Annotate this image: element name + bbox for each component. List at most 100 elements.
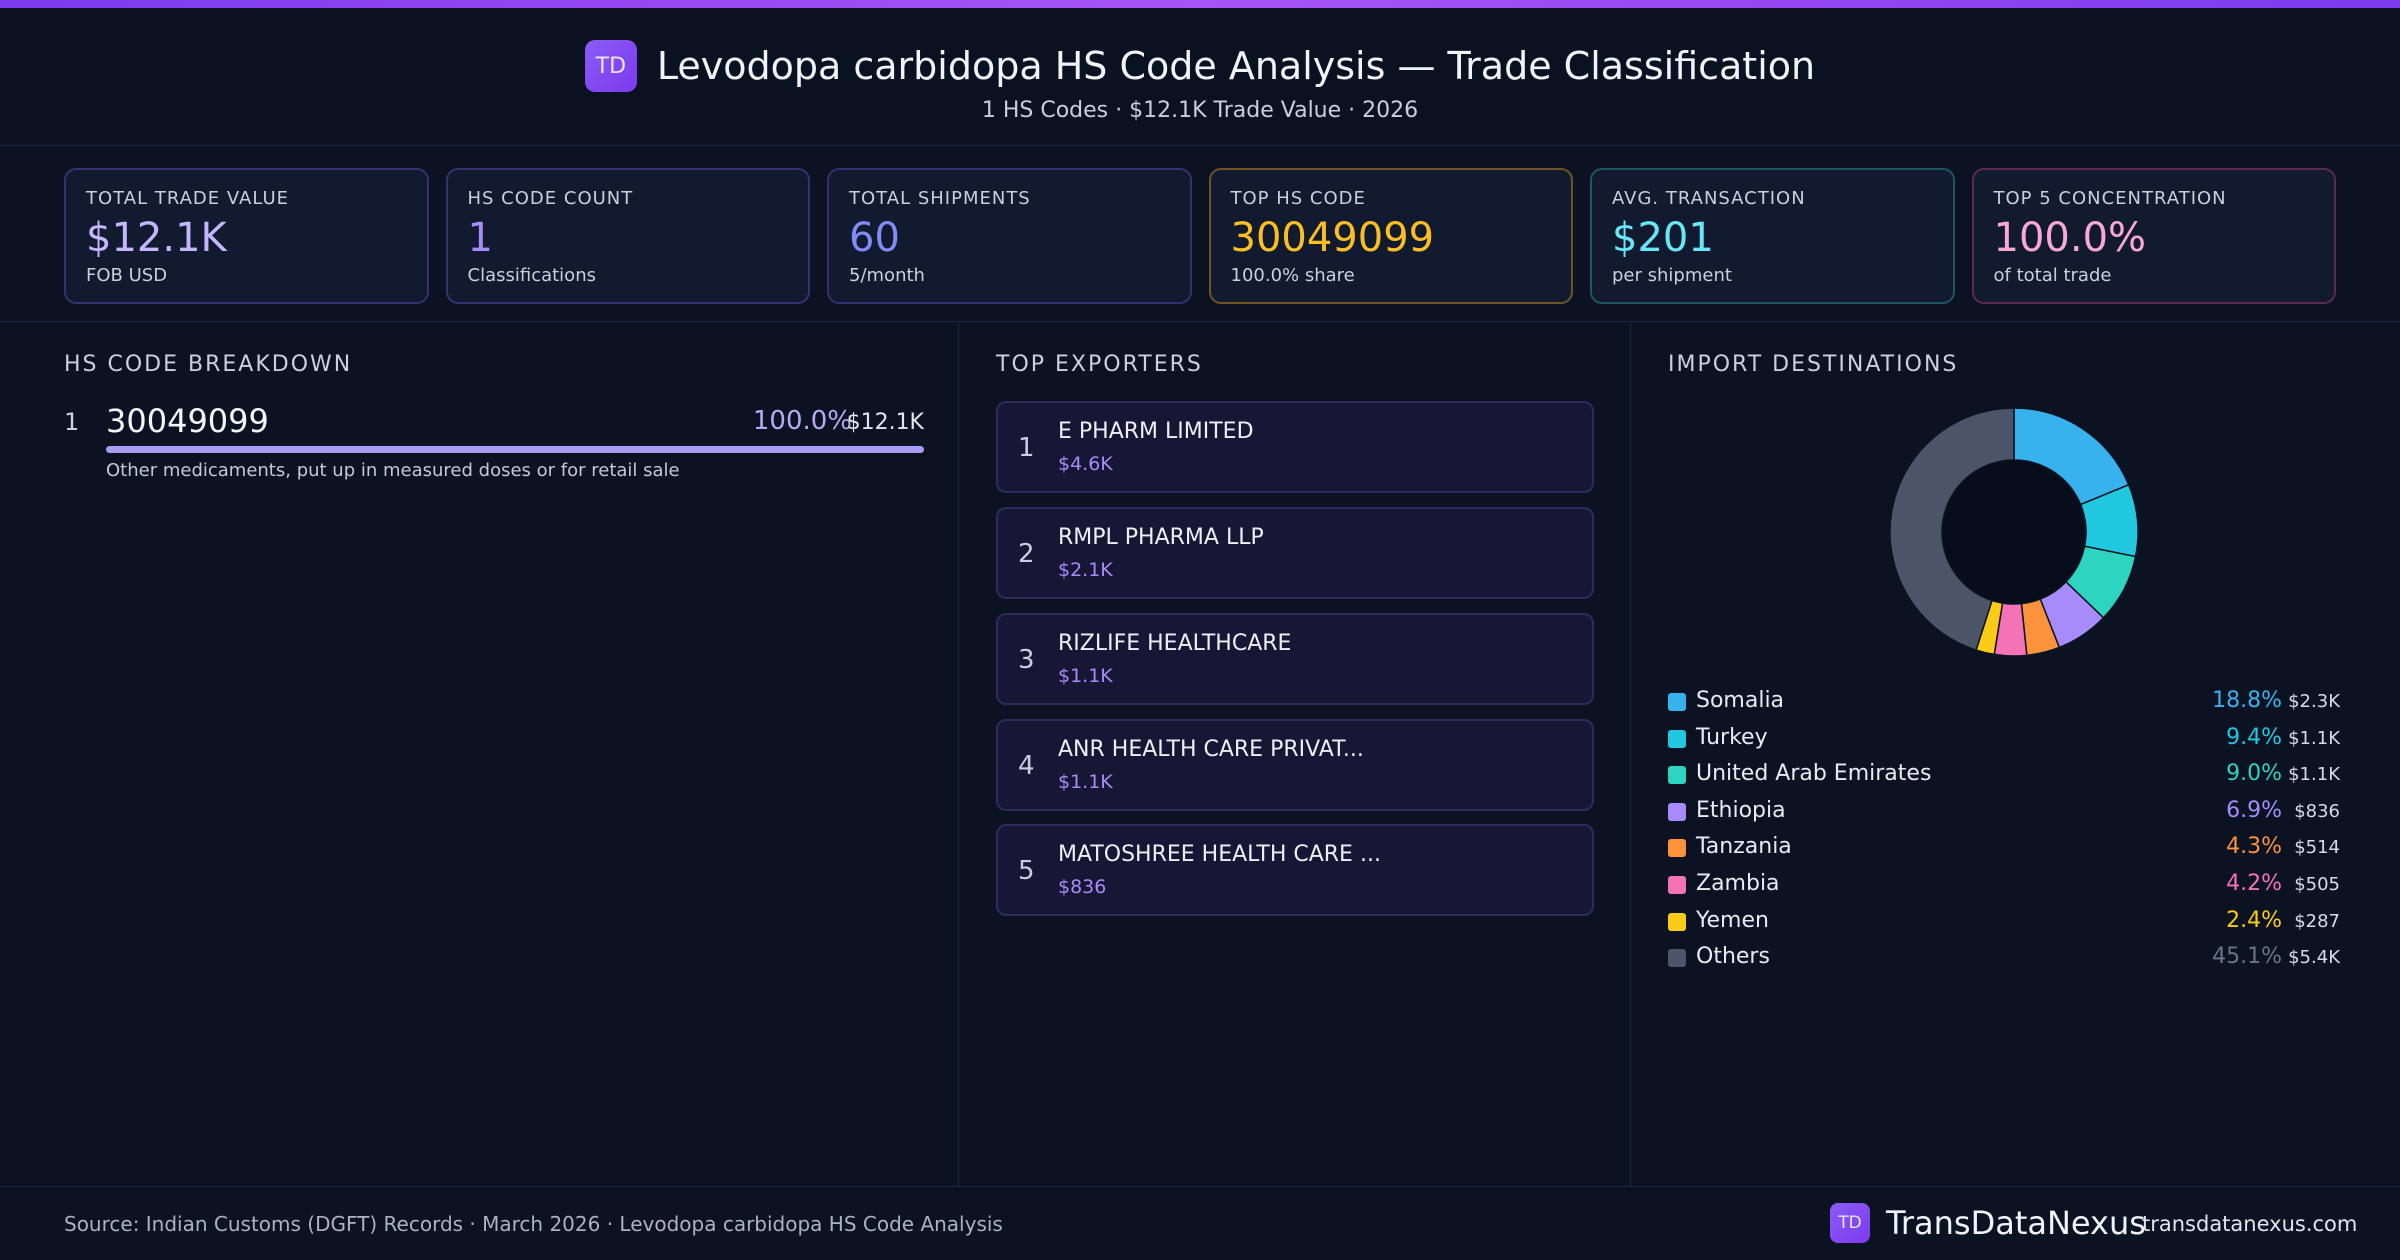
legend-value: $505 — [2294, 874, 2340, 895]
hs-value: $12.1K — [846, 410, 924, 435]
legend-percent: 4.3% — [2226, 834, 2282, 860]
kpi-sub: 100.0% share — [1230, 265, 1355, 286]
exporter-card[interactable]: 1 E PHARM LIMITED $4.6K — [996, 401, 1594, 493]
kpi-value: 100.0% — [1993, 215, 2147, 261]
legend-percent: 45.1% — [2212, 944, 2282, 970]
exporter-name: MATOSHREE HEALTH CARE ... — [1058, 842, 1381, 867]
exporter-value: $1.1K — [1058, 771, 1113, 793]
column-divider — [958, 322, 959, 1186]
legend-value: $514 — [2294, 837, 2340, 859]
legend-swatch — [1668, 876, 1686, 894]
legend-value: $287 — [2294, 910, 2340, 932]
legend-item: United Arab Emirates 9.0% $1.1K — [1668, 759, 2340, 795]
donut-slice-others[interactable] — [1889, 407, 2015, 652]
legend-item: Tanzania 4.3% $514 — [1668, 832, 2340, 868]
legend-value: $1.1K — [2288, 764, 2340, 786]
exporter-name: ANR HEALTH CARE PRIVAT... — [1058, 737, 1364, 762]
kpi-label: TOP HS CODE — [1230, 188, 1366, 209]
legend-percent: 18.8% — [2212, 688, 2282, 713]
page-subtitle: 1 HS Codes · $12.1K Trade Value · 2026 — [981, 98, 1419, 123]
exporter-rank: 2 — [1018, 539, 1035, 569]
hs-share: 100.0% — [752, 406, 852, 436]
legend-item: Others 45.1% $5.4K — [1668, 942, 2340, 978]
legend-value: $5.4K — [2288, 947, 2340, 969]
legend-value: $1.1K — [2288, 727, 2340, 749]
kpi-sub: per shipment — [1612, 265, 1732, 286]
footer-brand: TransDataNexus — [1886, 1204, 2146, 1242]
section-title-hs: HS CODE BREAKDOWN — [64, 352, 353, 377]
legend-swatch — [1668, 912, 1686, 931]
exporter-card[interactable]: 4 ANR HEALTH CARE PRIVAT... $1.1K — [996, 719, 1594, 811]
exporter-value: $1.1K — [1058, 665, 1113, 687]
kpi-card-shipments: TOTAL SHIPMENTS 60 5/month — [827, 168, 1192, 304]
legend-item: Yemen 2.4% $287 — [1668, 906, 2340, 942]
exporter-card[interactable]: 5 MATOSHREE HEALTH CARE ... $836 — [996, 824, 1594, 916]
exporter-rank: 3 — [1018, 645, 1035, 675]
legend-percent: 6.9% — [2226, 797, 2282, 823]
legend-label: United Arab Emirates — [1696, 761, 1932, 787]
exporter-name: RMPL PHARMA LLP — [1058, 525, 1264, 550]
divider — [0, 1186, 2400, 1187]
legend-swatch — [1668, 802, 1686, 821]
kpi-card-trade-value: TOTAL TRADE VALUE $12.1K FOB USD — [64, 168, 429, 304]
legend-swatch — [1668, 729, 1686, 748]
legend-percent: 2.4% — [2226, 907, 2282, 933]
page-title: Levodopa carbidopa HS Code Analysis — Tr… — [656, 44, 1816, 88]
section-title-destinations: IMPORT DESTINATIONS — [1668, 352, 1959, 377]
hs-bar-fill — [106, 446, 924, 453]
legend-label: Turkey — [1696, 724, 1768, 750]
donut-hole — [1943, 461, 2085, 603]
legend-swatch — [1668, 766, 1686, 785]
kpi-value: 30049099 — [1230, 215, 1435, 261]
exporter-name: RIZLIFE HEALTHCARE — [1058, 631, 1292, 656]
legend-label: Somalia — [1696, 688, 1785, 713]
brand-logo: TD — [584, 40, 637, 92]
exporter-value: $836 — [1058, 876, 1107, 898]
legend-swatch — [1668, 839, 1686, 858]
destinations-donut-chart — [1889, 407, 2139, 657]
section-title-exporters: TOP EXPORTERS — [996, 352, 1203, 377]
exporter-rank: 5 — [1018, 856, 1035, 886]
page-header: TD Levodopa carbidopa HS Code Analysis —… — [0, 8, 2400, 146]
kpi-sub: Classifications — [467, 265, 596, 286]
legend-label: Others — [1696, 944, 1770, 970]
legend-percent: 4.2% — [2226, 871, 2282, 896]
kpi-value: $201 — [1612, 215, 1714, 261]
legend-percent: 9.4% — [2226, 724, 2282, 750]
kpi-value: 60 — [849, 215, 900, 261]
kpi-sub: of total trade — [1993, 265, 2112, 286]
exporter-rank: 4 — [1018, 751, 1035, 781]
footer-logo: TD — [1830, 1203, 1870, 1243]
legend-value: $836 — [2294, 800, 2340, 822]
legend-label: Zambia — [1696, 871, 1780, 896]
hs-rank: 1 — [64, 408, 80, 436]
legend-swatch — [1668, 693, 1686, 711]
column-divider — [1630, 322, 1631, 1186]
kpi-card-avg-transaction: AVG. TRANSACTION $201 per shipment — [1590, 168, 1955, 304]
legend-item: Zambia 4.2% $505 — [1668, 869, 2340, 905]
kpi-value: $12.1K — [86, 215, 227, 261]
legend-label: Ethiopia — [1696, 797, 1786, 823]
legend-percent: 9.0% — [2226, 761, 2282, 787]
kpi-label: TOP 5 CONCENTRATION — [1993, 188, 2227, 209]
kpi-sub: 5/month — [849, 265, 925, 286]
legend-label: Tanzania — [1696, 834, 1792, 860]
kpi-value: 1 — [467, 215, 493, 261]
legend-value: $2.3K — [2288, 691, 2340, 712]
legend-item: Somalia 18.8% $2.3K — [1668, 686, 2340, 722]
legend-item: Ethiopia 6.9% $836 — [1668, 796, 2340, 832]
footer-site-link[interactable]: transdatanexus.com — [2142, 1212, 2358, 1236]
exporter-value: $4.6K — [1058, 453, 1113, 475]
exporter-value: $2.1K — [1058, 559, 1113, 581]
kpi-card-hs-count: HS CODE COUNT 1 Classifications — [445, 168, 810, 304]
footer-source: Source: Indian Customs (DGFT) Records · … — [64, 1212, 1003, 1236]
kpi-card-top5-concentration: TOP 5 CONCENTRATION 100.0% of total trad… — [1971, 168, 2336, 304]
exporter-rank: 1 — [1018, 433, 1035, 463]
divider — [0, 321, 2400, 322]
exporter-card[interactable]: 3 RIZLIFE HEALTHCARE $1.1K — [996, 613, 1594, 705]
kpi-sub: FOB USD — [86, 265, 168, 286]
legend-item: Turkey 9.4% $1.1K — [1668, 723, 2340, 759]
legend-swatch — [1668, 949, 1686, 968]
kpi-label: HS CODE COUNT — [467, 188, 634, 209]
exporter-card[interactable]: 2 RMPL PHARMA LLP $2.1K — [996, 507, 1594, 599]
